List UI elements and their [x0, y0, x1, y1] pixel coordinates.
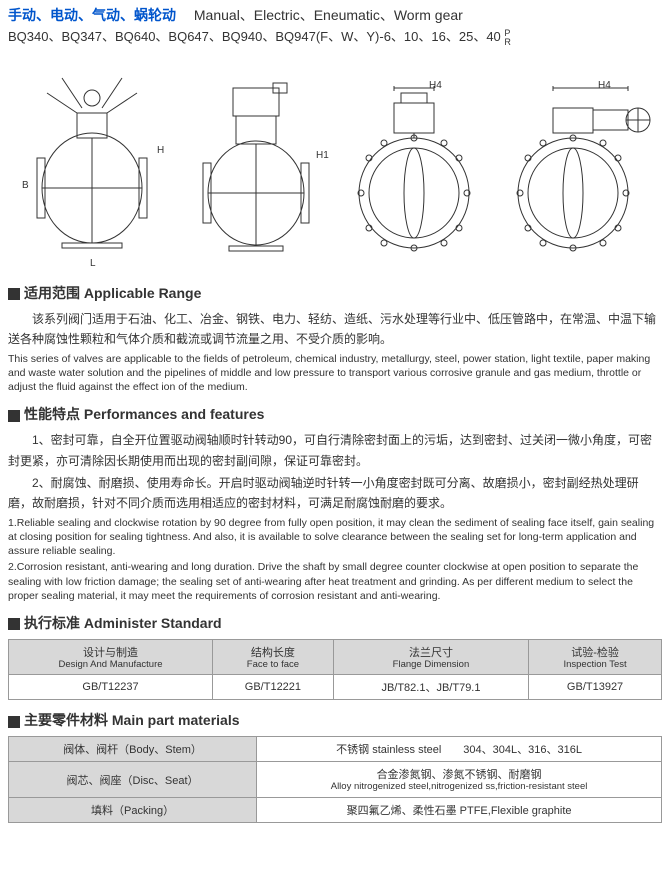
std-h1: 设计与制造Design And Manufacture: [9, 639, 213, 674]
square-bullet-icon: [8, 410, 20, 422]
section-materials: 主要零件材料 Main part materials: [8, 710, 662, 730]
standard-table: 设计与制造Design And Manufacture 结构长度Face to …: [8, 639, 662, 700]
perf-para-en-1: 1.Reliable sealing and clockwise rotatio…: [8, 516, 662, 559]
svg-text:L: L: [90, 258, 96, 269]
svg-text:H: H: [157, 145, 164, 156]
perf-para-cn-1: 1、密封可靠，自全开位置驱动阀轴顺时针转动90，可自行清除密封面上的污垢，达到密…: [8, 430, 662, 471]
square-bullet-icon: [8, 716, 20, 728]
table-header-row: 设计与制造Design And Manufacture 结构长度Face to …: [9, 639, 662, 674]
drawing-valve-4: H4: [498, 58, 658, 268]
std-h2: 结构长度Face to face: [213, 639, 334, 674]
model-codes: BQ340、BQ347、BQ640、BQ647、BQ940、BQ947(F、W、…: [8, 29, 501, 44]
mat-r1-right: 不锈钢 stainless steel 304、304L、316、316L: [257, 737, 662, 762]
std-h3: 法兰尺寸Flange Dimension: [333, 639, 528, 674]
mat-r2-right: 合金渗氮钢、渗氮不锈钢、耐磨钢Alloy nitrogenized steel,…: [257, 762, 662, 797]
perf-para-en-2: 2.Corrosion resistant, anti-wearing and …: [8, 560, 662, 603]
section-applicable-range: 适用范围 Applicable Range: [8, 283, 662, 303]
table-row: 阀芯、阀座（Disc、Seat） 合金渗氮钢、渗氮不锈钢、耐磨钢Alloy ni…: [9, 762, 662, 797]
table-row: GB/T12237 GB/T12221 JB/T82.1、JB/T79.1 GB…: [9, 675, 662, 700]
svg-text:H4: H4: [429, 80, 442, 91]
svg-text:H4: H4: [598, 80, 611, 91]
std-c4: GB/T13927: [529, 675, 662, 700]
table-row: 填料（Packing） 聚四氟乙烯、柔性石墨 PTFE,Flexible gra…: [9, 797, 662, 822]
svg-text:H1: H1: [316, 150, 329, 161]
materials-table: 阀体、阀杆（Body、Stem） 不锈钢 stainless steel 304…: [8, 736, 662, 822]
std-c1: GB/T12237: [9, 675, 213, 700]
technical-drawings: B L H H1: [8, 53, 662, 273]
model-line: BQ340、BQ347、BQ640、BQ647、BQ940、BQ947(F、W、…: [8, 26, 662, 47]
std-c2: GB/T12221: [213, 675, 334, 700]
applicable-para-en: This series of valves are applicable to …: [8, 352, 662, 395]
applicable-en: Applicable Range: [84, 285, 201, 301]
std-h4: 试验-检验Inspection Test: [529, 639, 662, 674]
mat-en: Main part materials: [112, 712, 240, 728]
mat-cn: 主要零件材料: [24, 712, 108, 728]
std-en: Administer Standard: [84, 615, 222, 631]
header-title: 手动、电动、气动、蜗轮动 Manual、Electric、Eneumatic、W…: [8, 4, 662, 26]
std-cn: 执行标准: [24, 615, 80, 631]
mat-r3-right: 聚四氟乙烯、柔性石墨 PTFE,Flexible graphite: [257, 797, 662, 822]
table-row: 阀体、阀杆（Body、Stem） 不锈钢 stainless steel 304…: [9, 737, 662, 762]
square-bullet-icon: [8, 618, 20, 630]
svg-text:B: B: [22, 180, 29, 191]
title-chinese: 手动、电动、气动、蜗轮动: [8, 7, 176, 23]
title-english: Manual、Electric、Eneumatic、Worm gear: [180, 7, 463, 23]
section-performances: 性能特点 Performances and features: [8, 404, 662, 424]
mat-r1-left: 阀体、阀杆（Body、Stem）: [9, 737, 257, 762]
square-bullet-icon: [8, 288, 20, 300]
mat-r3-left: 填料（Packing）: [9, 797, 257, 822]
drawing-valve-3: H4: [339, 58, 489, 268]
perf-cn: 性能特点: [24, 406, 80, 422]
std-c3: JB/T82.1、JB/T79.1: [333, 675, 528, 700]
pressure-rating-suffix: PR: [504, 29, 511, 47]
applicable-para-cn: 该系列阀门适用于石油、化工、冶金、钢铁、电力、轻纺、造纸、污水处理等行业中、低压…: [8, 309, 662, 350]
mat-r2-left: 阀芯、阀座（Disc、Seat）: [9, 762, 257, 797]
perf-en: Performances and features: [84, 406, 265, 422]
section-standard: 执行标准 Administer Standard: [8, 613, 662, 633]
drawing-valve-2: H1: [181, 58, 331, 268]
applicable-cn: 适用范围: [24, 285, 80, 301]
perf-para-cn-2: 2、耐腐蚀、耐磨损、使用寿命长。开启时驱动阀轴逆时针转一小角度密封既可分离、故磨…: [8, 473, 662, 514]
drawing-valve-1: B L H: [12, 58, 172, 268]
